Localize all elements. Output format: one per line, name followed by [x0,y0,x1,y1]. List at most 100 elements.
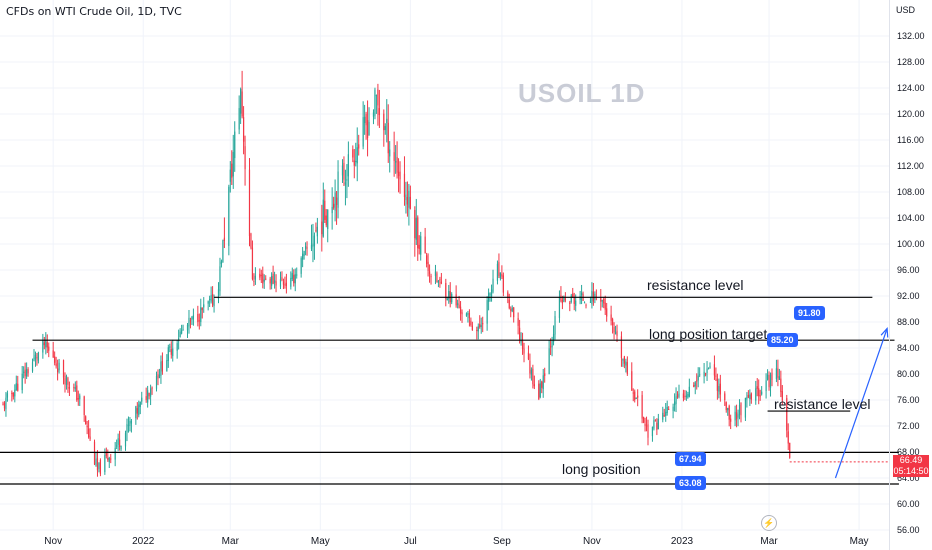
candle-body [415,217,417,240]
candle-body [265,278,267,280]
candle-body [155,375,158,389]
candle-body [428,271,431,274]
candle-body [549,346,552,348]
candle-body [387,122,389,154]
price-tick-label: 108.00 [897,187,925,197]
candle-body [397,171,400,177]
candle-body [613,327,615,333]
candle-body [417,217,419,249]
time-axis[interactable]: Nov 2022 Mar May Jul Sep Nov 2023 Mar May [44,536,868,547]
candle-body [687,394,689,398]
lightning-icon[interactable]: ⚡ [761,515,777,531]
candle-body [158,374,161,379]
candle-body [186,324,189,331]
candle-body [220,261,223,265]
price-tick-label: 72.00 [897,421,920,431]
candle-body [653,420,655,429]
candle-body [530,369,533,375]
badge-67-94[interactable]: 67.94 [675,452,706,466]
candle-body [740,403,742,416]
candle-body [707,368,710,370]
candle-body [620,336,623,359]
candle-body [611,318,614,326]
candle-body [399,171,401,180]
badge-85-20[interactable]: 85.20 [767,333,798,347]
candle-body [699,374,701,376]
candle-body [672,406,674,411]
candle-body [271,276,273,286]
candle-body [501,274,503,277]
candle-body [761,391,763,395]
candle-body [451,293,453,303]
candle-body [519,327,521,341]
candle-body [95,458,97,466]
candle-body [637,395,639,398]
badge-63-08[interactable]: 63.08 [675,476,706,490]
candle-body [747,394,749,398]
candle-body [11,392,13,395]
candle-body [304,246,307,250]
candle-body [331,206,333,214]
candle-body [231,163,233,178]
time-tick-label: 2023 [671,536,694,547]
candle-body [564,298,566,301]
candle-body [477,326,479,332]
candle-body [440,281,442,284]
bar-countdown: 05:14:50 [893,466,929,476]
candle-body [33,357,35,362]
time-tick-label: May [850,536,869,547]
candle-body [406,197,409,205]
candle-body [529,360,531,374]
candle-body [313,235,316,247]
candle-body [769,374,772,388]
candle-body [207,301,209,304]
candle-body [325,215,327,226]
candle-body [489,293,491,295]
candle-body [327,209,329,229]
candle-body [765,380,767,392]
candle-body [273,280,276,283]
chart-title: CFDs on WTI Crude Oil, 1D, TVC [6,5,182,18]
candle-body [68,387,71,389]
candle-body [510,309,512,311]
candle-body [592,291,594,302]
candle-body [262,273,264,284]
candle-body [606,308,608,317]
candle-body [684,395,686,397]
candle-body [641,395,643,419]
price-tick-label: 104.00 [897,213,925,223]
candle-body [383,113,385,131]
candle-body [88,428,90,438]
badge-91-80[interactable]: 91.80 [794,306,825,320]
candle-body [176,343,178,351]
candle-body [104,455,106,473]
candle-body [241,91,243,117]
candle-body [445,282,447,299]
price-tick-label: 60.00 [897,499,920,509]
candle-body [654,420,656,422]
candle-body [610,314,612,321]
candle-body [634,391,636,401]
candle-body [108,457,110,463]
symbol-watermark: USOIL 1D [518,78,646,108]
candle-body [58,362,60,371]
candle-body [42,340,44,353]
candle-body [223,237,225,241]
candle-body [449,291,451,303]
candle-body [725,402,727,411]
candle-body [490,289,493,297]
candle-body [498,262,500,277]
candle-body [200,307,202,323]
price-tick-label: 56.00 [897,525,920,535]
candle-body [395,161,397,163]
candle-body [76,385,78,401]
candle-body [427,261,429,271]
candle-body [191,316,193,320]
candle-body [601,300,603,302]
candle-body [471,325,473,331]
candle-body [333,203,335,208]
price-axis[interactable]: 56.00 60.00 64.00 68.00 72.00 76.00 80.00 84.00… [897,31,925,535]
candle-body [728,405,730,420]
candle-body [538,383,540,400]
